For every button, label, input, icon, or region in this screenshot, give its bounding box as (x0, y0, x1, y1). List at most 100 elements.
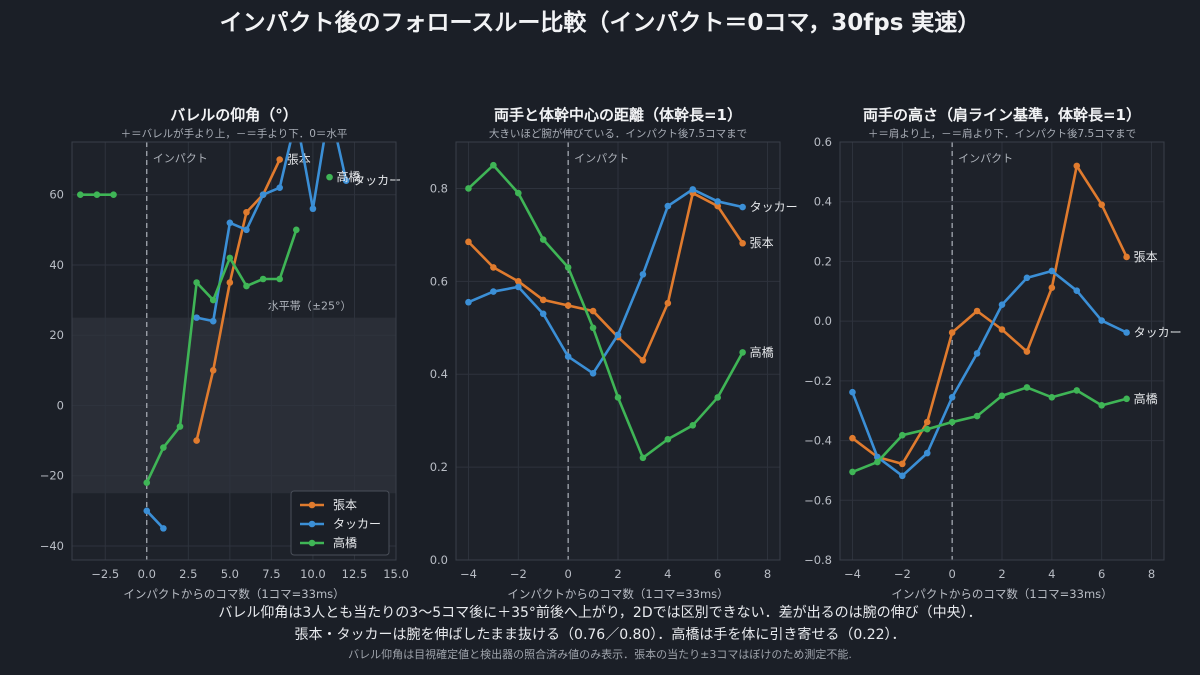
chart-height-end-label-harimoto: 張本 (1134, 250, 1158, 264)
chart-height-point-harimoto (1073, 162, 1081, 170)
chart-barrel-ytick-label: 20 (49, 328, 64, 342)
chart-height-end-label-tucker: タッカー (1134, 325, 1182, 339)
chart-distance-point-tucker (589, 369, 597, 377)
chart-height-point-harimoto (1023, 348, 1031, 355)
chart-distance-ytick-label: 0.4 (430, 367, 448, 381)
chart-height-point-tucker (923, 449, 931, 457)
chart-height-xtick-label: 0 (948, 567, 955, 581)
chart-barrel-point-tucker (226, 219, 234, 227)
chart-height-title: 両手の高さ（肩ライン基準，体幹長=1） (863, 106, 1141, 124)
chart-height-point-tucker (1023, 274, 1031, 282)
chart-distance-point-takahashi (689, 422, 697, 429)
chart-barrel-legend-box (290, 490, 390, 556)
chart-distance-xtick-label: −4 (460, 567, 477, 581)
chart-barrel-line-tucker (145, 509, 165, 530)
chart-barrel-xtick-label: 10.0 (300, 567, 326, 581)
chart-barrel-point-takahashi (209, 296, 217, 304)
chart-distance-ytick-label: 0.6 (430, 274, 448, 288)
chart-height-impact-label: インパクト (958, 152, 1013, 165)
chart-barrel-point-tucker (193, 314, 200, 321)
chart-height-ytick-label: 0.2 (814, 254, 832, 268)
chart-distance-point-harimoto (714, 202, 721, 210)
chart-height-point-takahashi (899, 431, 906, 439)
chart-barrel-point-takahashi (259, 275, 267, 283)
chart-barrel-point-takahashi (326, 173, 333, 181)
chart-distance-line-tucker (467, 188, 744, 375)
chart-height-point-harimoto (1123, 253, 1130, 261)
chart-barrel-ytick-label: 60 (49, 188, 64, 202)
chart-distance-line-takahashi (467, 163, 744, 460)
chart-height-point-harimoto (1048, 284, 1056, 292)
chart-distance-impact-label: インパクト (574, 152, 629, 165)
chart-distance-end-label-harimoto: 張本 (750, 236, 774, 250)
chart-distance-point-takahashi (714, 394, 721, 401)
chart-height-line-harimoto (851, 164, 1128, 466)
chart-height-point-takahashi (923, 425, 931, 433)
chart-height-point-takahashi (1048, 393, 1056, 401)
chart-barrel-point-takahashi (243, 282, 250, 290)
chart-barrel-end-label-tucker: タッカー (353, 174, 401, 188)
chart-height-ytick-label: 0.0 (814, 314, 832, 328)
chart-distance-point-harimoto (564, 302, 572, 309)
chart-barrel-line-takahashi (145, 228, 298, 485)
chart-barrel-point-takahashi (77, 191, 84, 198)
chart-barrel-point-tucker (326, 104, 333, 111)
chart-barrel-ytick-label: 0 (57, 398, 64, 412)
chart-height-point-harimoto (998, 326, 1006, 333)
chart-barrel-end-label-harimoto: 張本 (287, 153, 311, 167)
chart-barrel-point-takahashi (93, 191, 101, 198)
chart-distance-point-takahashi (639, 454, 647, 462)
chart-barrel-point-harimoto (226, 279, 234, 286)
chart-height-series-takahashi (849, 384, 1130, 476)
chart-barrel-point-takahashi (110, 191, 117, 198)
chart-distance-point-tucker (714, 198, 721, 205)
chart-distance-ytick-label: 0.2 (430, 460, 448, 474)
chart-height-point-harimoto (973, 307, 981, 315)
chart-distance-point-tucker (689, 186, 697, 193)
chart-distance-point-tucker (539, 310, 547, 318)
chart-barrel-point-harimoto (209, 367, 217, 374)
chart-height-ytick-label: −0.8 (804, 553, 832, 567)
chart-distance-point-harimoto (465, 238, 472, 246)
chart-barrel-xtick-label: 2.5 (179, 567, 197, 581)
chart-height-xlabel: インパクトからのコマ数（1コマ=33ms） (891, 587, 1112, 601)
chart-distance-series-tucker (465, 186, 746, 377)
chart-barrel-end-label-takahashi: 高橋 (337, 169, 361, 184)
chart-distance-xtick-label: 8 (764, 567, 771, 581)
chart-barrel-series-tucker (143, 104, 350, 532)
chart-distance-point-tucker (490, 288, 497, 295)
chart-distance-series-takahashi (465, 161, 746, 462)
chart-distance-point-harimoto (739, 239, 746, 247)
chart-barrel-line-tucker (195, 142, 348, 323)
chart-barrel-point-takahashi (276, 275, 283, 283)
chart-height-point-takahashi (1023, 384, 1031, 391)
chart-distance-point-takahashi (664, 435, 672, 443)
chart-barrel-legend-marker-harimoto (308, 501, 316, 509)
chart-distance-xtick-label: 2 (614, 567, 621, 581)
chart-barrel-point-harimoto (243, 208, 250, 216)
chart-barrel-point-takahashi (143, 479, 151, 487)
chart-barrel-ytick-label: 40 (49, 258, 64, 272)
chart-distance-point-tucker (739, 203, 746, 211)
chart-height-subtitle: ＋＝肩より上，－＝肩より下．インパクト後7.5コマまで (868, 127, 1136, 140)
chart-height-end-label-takahashi: 高橋 (1134, 391, 1158, 406)
chart-distance-point-takahashi (539, 236, 547, 243)
chart-height-point-takahashi (998, 392, 1006, 400)
chart-barrel-point-tucker (243, 226, 250, 234)
chart-barrel-title: バレルの仰角（°） (170, 106, 298, 124)
chart-barrel-xlabel: インパクトからのコマ数（1コマ=33ms） (123, 587, 344, 601)
chart-height-ytick-label: −0.2 (804, 374, 832, 388)
chart-distance-point-takahashi (589, 324, 597, 332)
chart-height-point-takahashi (973, 412, 981, 420)
chart-height-ytick-label: 0.4 (814, 195, 832, 209)
chart-distance-point-takahashi (564, 264, 572, 271)
chart-height-xtick-label: 6 (1098, 567, 1105, 581)
chart-barrel-point-tucker (160, 525, 167, 532)
chart-distance-xlabel: インパクトからのコマ数（1コマ=33ms） (507, 587, 728, 601)
chart-distance-point-tucker (564, 353, 572, 360)
chart-barrel-legend-label-takahashi: 高橋 (333, 535, 357, 550)
chart-height-point-tucker (1048, 267, 1056, 275)
chart-distance-point-takahashi (515, 189, 522, 197)
